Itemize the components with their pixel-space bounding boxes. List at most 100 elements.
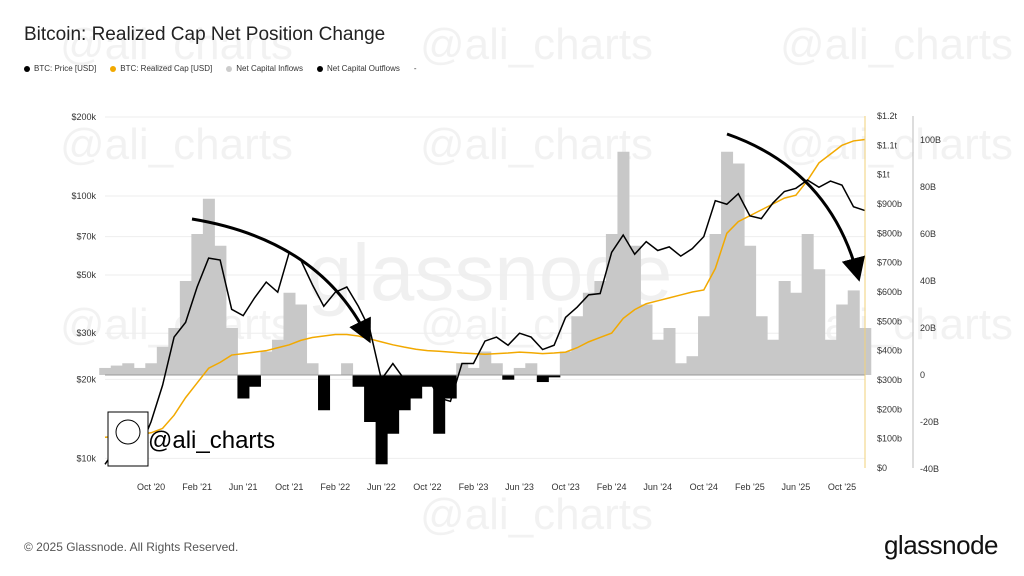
inflow-bar — [525, 363, 538, 375]
x-tick-label: Oct '24 — [690, 482, 718, 492]
watermark: @ali_charts — [60, 20, 293, 69]
inflow-bar — [617, 151, 630, 375]
inflow-bar — [122, 363, 135, 375]
outflow-bar — [433, 375, 446, 434]
watermark: @ali_charts — [420, 120, 653, 169]
x-tick-label: Oct '20 — [137, 482, 165, 492]
inflow-bar — [698, 316, 711, 375]
glassnode-logo[interactable]: glassnode — [883, 530, 999, 560]
inflow-bar — [214, 245, 227, 375]
x-tick-label: Jun '25 — [782, 482, 811, 492]
outflow-bar — [398, 375, 411, 411]
y-right1-tick-label: $200b — [877, 404, 902, 414]
inflow-bar — [582, 292, 595, 375]
inflow-bar — [594, 281, 607, 375]
inflow-bar — [306, 363, 319, 375]
x-tick-label: Feb '25 — [735, 482, 765, 492]
legend-item-realized-cap[interactable]: BTC: Realized Cap [USD] — [110, 64, 212, 73]
inflow-bar — [744, 245, 757, 375]
inflow-bar — [732, 163, 745, 375]
y-right2-tick-label: 40B — [920, 276, 936, 286]
inflow-bar — [686, 356, 699, 375]
y-left-tick-label: $30k — [76, 328, 96, 338]
inflow-bar — [675, 363, 688, 375]
x-tick-label: Feb '21 — [182, 482, 212, 492]
y-right1-tick-label: $700b — [877, 258, 902, 268]
outflow-bar — [364, 375, 377, 422]
x-tick-label: Jun '24 — [643, 482, 672, 492]
inflow-bar — [836, 304, 849, 375]
y-left-tick-label: $100k — [71, 191, 96, 201]
watermark: @ali_charts — [420, 490, 653, 539]
watermark: @ali_charts — [420, 20, 653, 69]
inflow-bar — [755, 316, 768, 375]
price-line — [104, 179, 866, 465]
y-right1-tick-label: $600b — [877, 287, 902, 297]
outflow-bar — [237, 375, 250, 399]
inflow-bar — [847, 290, 860, 375]
inflow-bar — [640, 304, 653, 375]
inflow-bar — [456, 363, 469, 375]
watermark: @ali_charts — [60, 120, 293, 169]
x-tick-label: Feb '22 — [320, 482, 350, 492]
inflow-bar — [628, 245, 641, 375]
outflow-bar — [387, 375, 400, 434]
y-right1-tick-label: $1.1t — [877, 140, 898, 150]
y-right1-tick-label: $400b — [877, 346, 902, 356]
y-right2-tick-label: 80B — [920, 182, 936, 192]
y-right1-tick-label: $0 — [877, 463, 887, 473]
x-tick-label: Oct '25 — [828, 482, 856, 492]
inflow-bar — [168, 328, 181, 375]
x-tick-label: Oct '21 — [275, 482, 303, 492]
y-left-tick-label: $200k — [71, 112, 96, 122]
outflow-bar — [375, 375, 388, 465]
ali-charts-label: @ali_charts — [148, 427, 275, 454]
inflow-bar — [490, 363, 503, 375]
outflow-bar — [352, 375, 365, 387]
x-tick-label: Oct '23 — [551, 482, 579, 492]
y-right1-tick-label: $500b — [877, 316, 902, 326]
outflow-bar — [421, 375, 434, 387]
y-right2-tick-label: 20B — [920, 323, 936, 333]
x-tick-label: Jun '23 — [505, 482, 534, 492]
outflow-bar — [536, 375, 549, 383]
y-right2-tick-label: -20B — [920, 417, 939, 427]
outflow-bar — [318, 375, 331, 411]
x-tick-label: Jun '21 — [229, 482, 258, 492]
inflow-bar — [99, 367, 112, 375]
x-tick-label: Feb '23 — [459, 482, 489, 492]
inflow-bar — [179, 281, 192, 375]
outflow-bar — [410, 375, 423, 399]
outflow-bar — [502, 375, 515, 380]
inflow-bar — [156, 346, 169, 375]
legend-item-inflows[interactable]: Net Capital Inflows — [226, 64, 303, 73]
legend-item-outflows[interactable]: Net Capital Outflows — [316, 64, 400, 73]
y-right1-tick-label: $1.2t — [877, 111, 898, 121]
y-right1-tick-label: $900b — [877, 199, 902, 209]
y-right1-tick-label: $300b — [877, 375, 902, 385]
inflow-bar — [479, 351, 492, 375]
x-tick-label: Jun '22 — [367, 482, 396, 492]
realized-cap-line — [104, 138, 866, 438]
y-right1-tick-label: $800b — [877, 228, 902, 238]
inflow-bar — [513, 367, 526, 375]
inflow-bar — [778, 281, 791, 375]
down-arrow-annotation — [191, 217, 371, 344]
y-left-tick-label: $50k — [76, 270, 96, 280]
y-right2-tick-label: 100B — [920, 135, 941, 145]
outflow-bar — [248, 375, 261, 387]
watermark: @ali_charts — [780, 120, 1013, 169]
inflow-bar — [283, 292, 296, 375]
inflow-bar — [341, 363, 354, 375]
y-right2-tick-label: 0 — [920, 370, 925, 380]
watermark: @ali_charts — [780, 20, 1013, 69]
y-left-tick-label: $10k — [76, 453, 96, 463]
inflow-bar — [202, 198, 215, 375]
inflow-bar — [145, 363, 158, 375]
inflow-bar — [721, 151, 734, 375]
legend-item-price[interactable]: BTC: Price [USD] — [24, 64, 96, 73]
chart-title: Bitcoin: Realized Cap Net Position Chang… — [24, 24, 386, 45]
legend-item-extra[interactable]: - — [413, 64, 417, 73]
inflow-bar — [605, 234, 618, 375]
